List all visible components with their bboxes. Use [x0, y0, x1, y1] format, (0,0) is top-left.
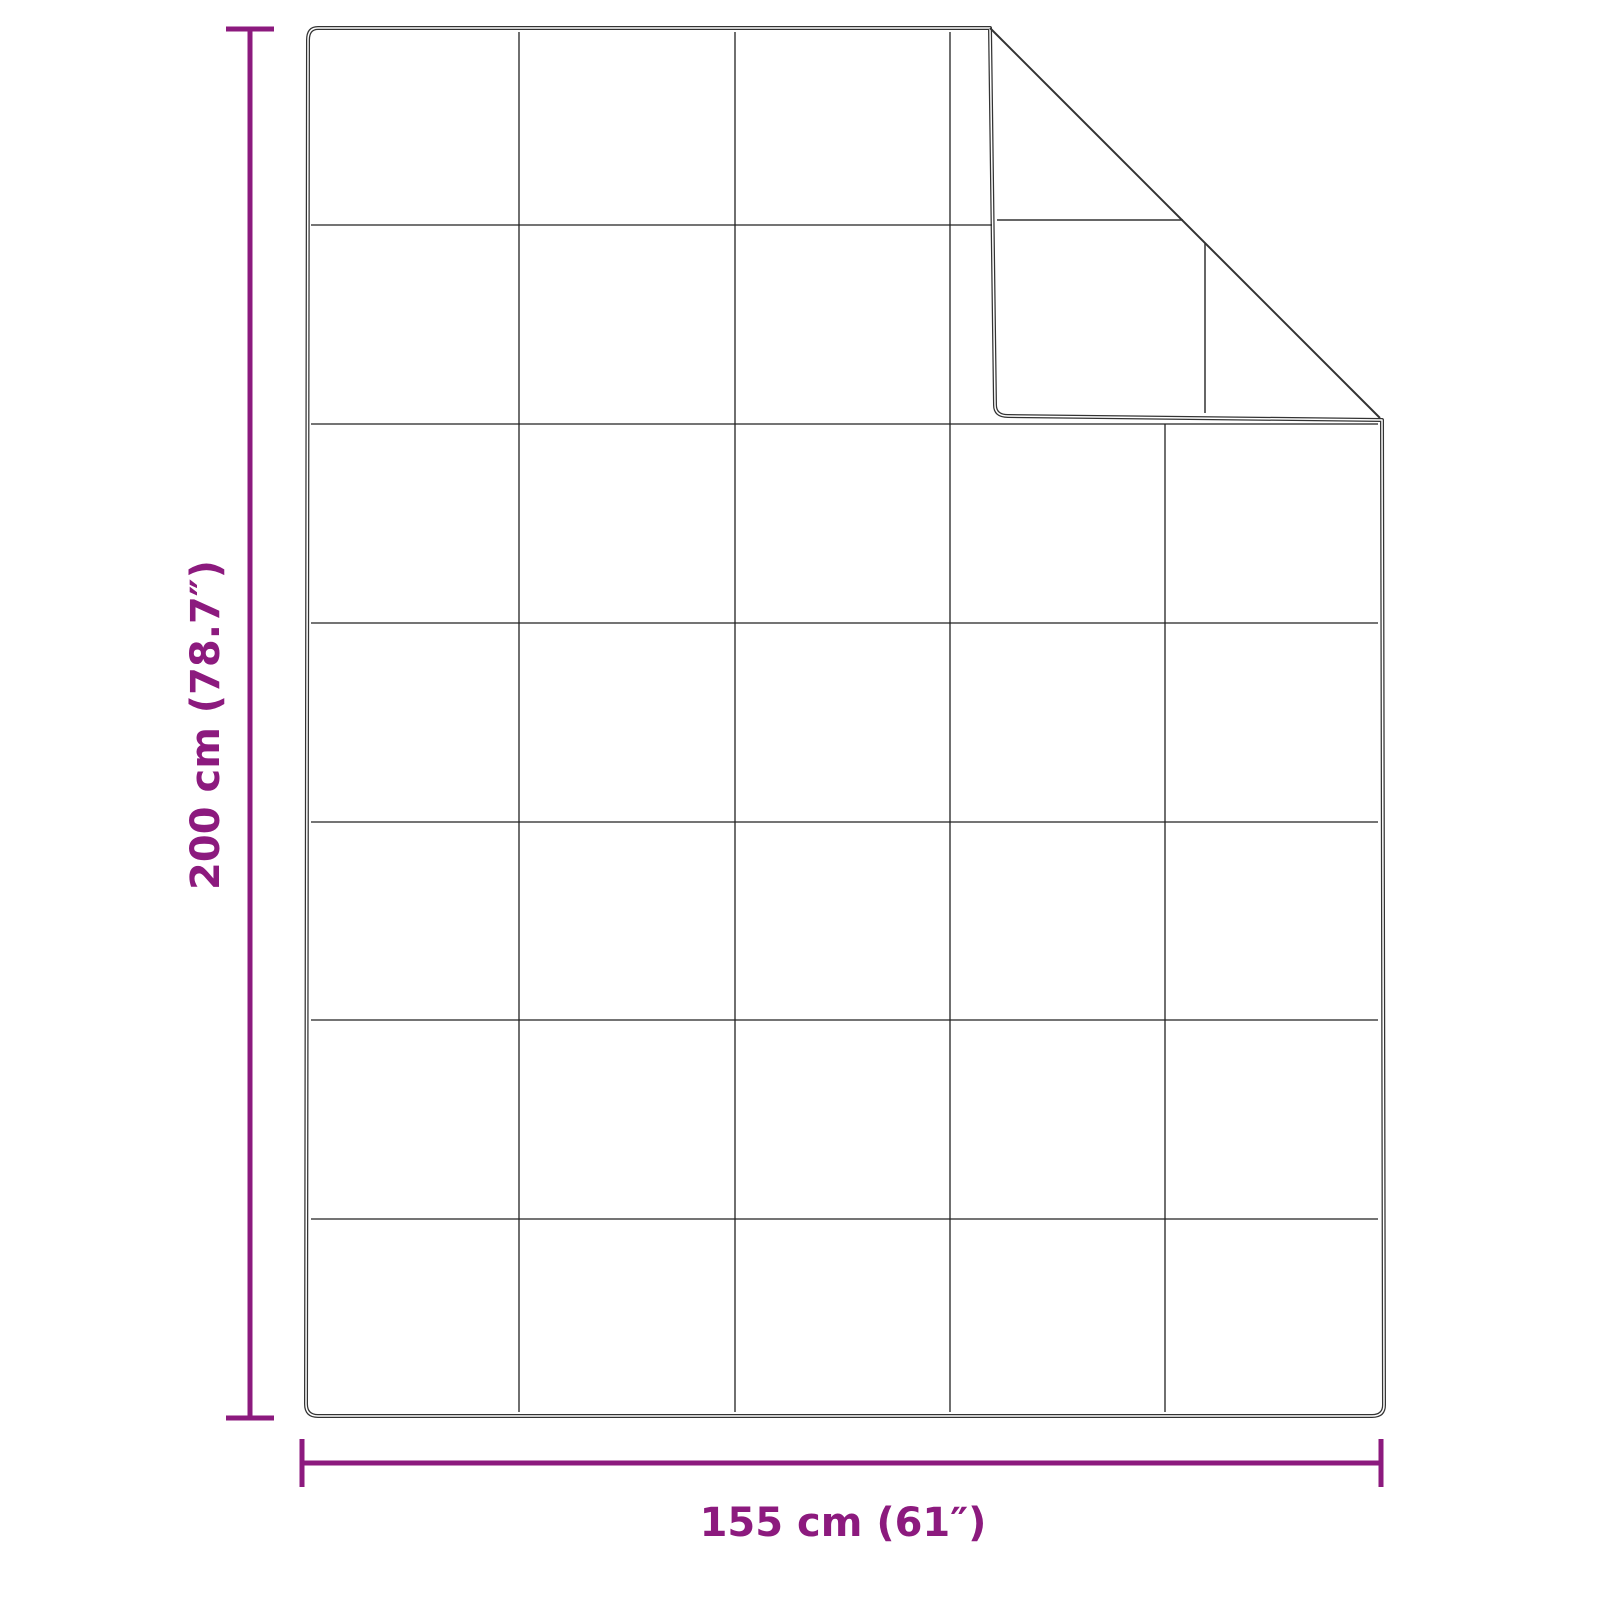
folded-corner	[989, 27, 1381, 419]
quilt-stitch-grid	[311, 32, 1378, 1412]
width-dimension	[299, 1439, 1384, 1487]
blanket	[304, 26, 1386, 1418]
blanket-outline	[304, 26, 1386, 1418]
height-dimension	[226, 26, 274, 1421]
width-label: 155 cm (61″)	[700, 1500, 987, 1546]
blanket-outline-inner	[305, 27, 1385, 1417]
height-label: 200 cm (78.7″)	[183, 560, 229, 890]
